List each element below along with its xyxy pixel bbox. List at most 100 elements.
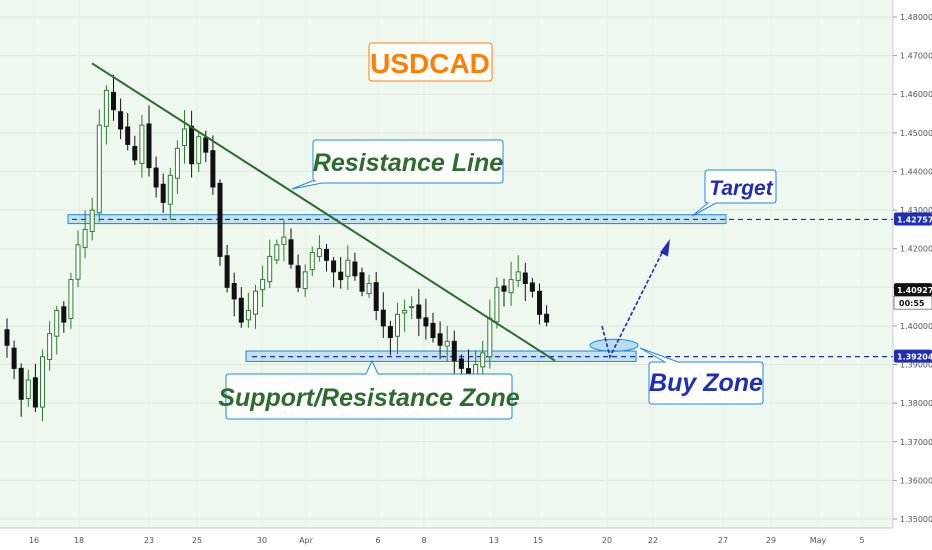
candle-body bbox=[359, 272, 365, 292]
candle-body bbox=[132, 146, 138, 161]
candle-body bbox=[196, 136, 202, 164]
candle-body bbox=[75, 244, 81, 280]
candle bbox=[373, 272, 379, 321]
buy-zone-ellipse bbox=[589, 338, 639, 352]
support-price-tag: 1.39204 bbox=[897, 353, 932, 362]
resistance-line-label: Resistance Line bbox=[313, 149, 503, 177]
target-label: Target bbox=[709, 177, 773, 200]
candle bbox=[338, 256, 344, 289]
candle-body bbox=[118, 111, 124, 130]
candle bbox=[89, 197, 95, 241]
candle-body bbox=[274, 244, 280, 261]
candle-body bbox=[238, 297, 244, 323]
candle bbox=[387, 320, 393, 356]
candle bbox=[529, 277, 535, 298]
candle bbox=[324, 243, 329, 272]
candle-body bbox=[146, 123, 152, 169]
candle bbox=[352, 252, 358, 281]
target-price-tag: 1.42757 bbox=[897, 215, 932, 224]
candle bbox=[118, 98, 124, 140]
candle bbox=[103, 85, 109, 145]
target-price-tag-bg bbox=[894, 212, 932, 226]
x-tick-label: 27 bbox=[718, 536, 728, 545]
candle bbox=[125, 113, 131, 151]
candle bbox=[302, 264, 308, 297]
x-tick-label: 20 bbox=[602, 536, 612, 545]
candle-body bbox=[189, 125, 195, 165]
y-tick-label: 1.45000 bbox=[900, 129, 932, 138]
candle bbox=[267, 239, 273, 289]
candle-body bbox=[68, 279, 74, 320]
x-tick-label: 13 bbox=[489, 536, 499, 545]
countdown-tag: 00:55 bbox=[899, 299, 925, 308]
candle-body bbox=[373, 282, 379, 311]
candle-body bbox=[182, 128, 187, 147]
candle bbox=[174, 140, 180, 194]
candle-body bbox=[345, 259, 351, 277]
projection-arrow bbox=[601, 246, 666, 360]
candle bbox=[47, 321, 53, 371]
candle-body bbox=[444, 340, 450, 347]
candle bbox=[395, 302, 400, 355]
candle-body bbox=[537, 290, 542, 315]
candle-body bbox=[103, 89, 109, 127]
candle bbox=[139, 114, 145, 178]
y-tick-label: 1.43000 bbox=[900, 206, 932, 215]
candle-body bbox=[267, 255, 273, 283]
candle-body bbox=[430, 322, 436, 339]
candle-body bbox=[217, 182, 223, 257]
candle bbox=[480, 340, 486, 376]
resistance-line-callout: Resistance Line bbox=[291, 139, 504, 190]
candle-body bbox=[395, 313, 400, 337]
candle-body bbox=[316, 248, 322, 257]
candle-body bbox=[11, 347, 17, 369]
x-tick-label: 8 bbox=[421, 536, 426, 545]
candle-body bbox=[458, 358, 464, 369]
candle bbox=[494, 277, 500, 329]
candle bbox=[345, 245, 351, 290]
candle bbox=[96, 109, 102, 223]
candle bbox=[402, 299, 408, 332]
candle-body bbox=[25, 379, 31, 400]
candle-body bbox=[437, 333, 443, 346]
candle bbox=[146, 105, 152, 177]
candle bbox=[309, 246, 315, 277]
candle-body bbox=[352, 261, 358, 277]
x-tick-label: 30 bbox=[257, 536, 267, 545]
candle-body bbox=[82, 228, 88, 248]
candle-body bbox=[544, 313, 550, 323]
candle bbox=[522, 262, 528, 302]
candle bbox=[182, 110, 187, 164]
candle bbox=[11, 340, 17, 380]
candle bbox=[111, 74, 116, 121]
candle bbox=[231, 272, 237, 317]
candle-body bbox=[253, 290, 258, 315]
y-tick-label: 1.36000 bbox=[900, 476, 932, 485]
candle bbox=[224, 245, 230, 293]
candle-body bbox=[260, 279, 266, 291]
candle bbox=[274, 239, 280, 265]
candle-body bbox=[224, 255, 230, 288]
y-axis: 1.48000 1.47000 1.46000 1.45000 1.44000 1.430… bbox=[892, 0, 932, 550]
candle-body bbox=[40, 356, 45, 408]
current-price-tag: 1.40927 bbox=[897, 286, 932, 295]
candle-body bbox=[501, 285, 507, 292]
candle-body bbox=[54, 309, 60, 337]
x-tick-label: 23 bbox=[144, 536, 154, 545]
candle-body bbox=[387, 326, 393, 339]
zones bbox=[67, 214, 893, 362]
candle-body bbox=[324, 248, 329, 261]
candles bbox=[4, 74, 550, 422]
candle bbox=[423, 298, 429, 340]
candle-body bbox=[302, 271, 308, 289]
candle-body bbox=[338, 271, 344, 281]
y-axis-panel bbox=[893, 0, 932, 550]
candle bbox=[444, 325, 450, 363]
candle-body bbox=[494, 286, 500, 323]
candle-body bbox=[125, 126, 131, 145]
x-tick-label: May bbox=[810, 536, 827, 545]
candle bbox=[61, 301, 67, 333]
candle bbox=[253, 284, 258, 329]
candle bbox=[54, 305, 60, 355]
